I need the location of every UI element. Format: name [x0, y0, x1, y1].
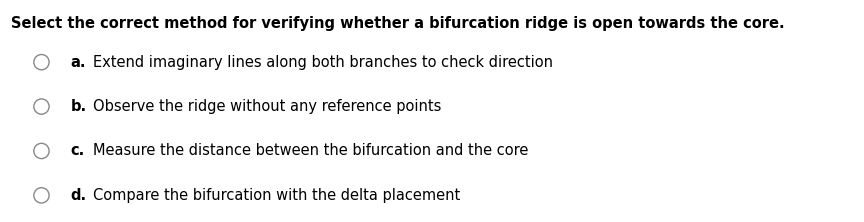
Text: a.: a.: [71, 55, 86, 70]
Text: b.: b.: [71, 99, 87, 114]
Text: Compare the bifurcation with the delta placement: Compare the bifurcation with the delta p…: [93, 188, 461, 203]
Text: Measure the distance between the bifurcation and the core: Measure the distance between the bifurca…: [93, 143, 529, 159]
Text: Select the correct method for verifying whether a bifurcation ridge is open towa: Select the correct method for verifying …: [11, 16, 785, 31]
Text: d.: d.: [71, 188, 87, 203]
Text: Extend imaginary lines along both branches to check direction: Extend imaginary lines along both branch…: [93, 55, 553, 70]
Text: Observe the ridge without any reference points: Observe the ridge without any reference …: [93, 99, 442, 114]
Text: c.: c.: [71, 143, 85, 159]
